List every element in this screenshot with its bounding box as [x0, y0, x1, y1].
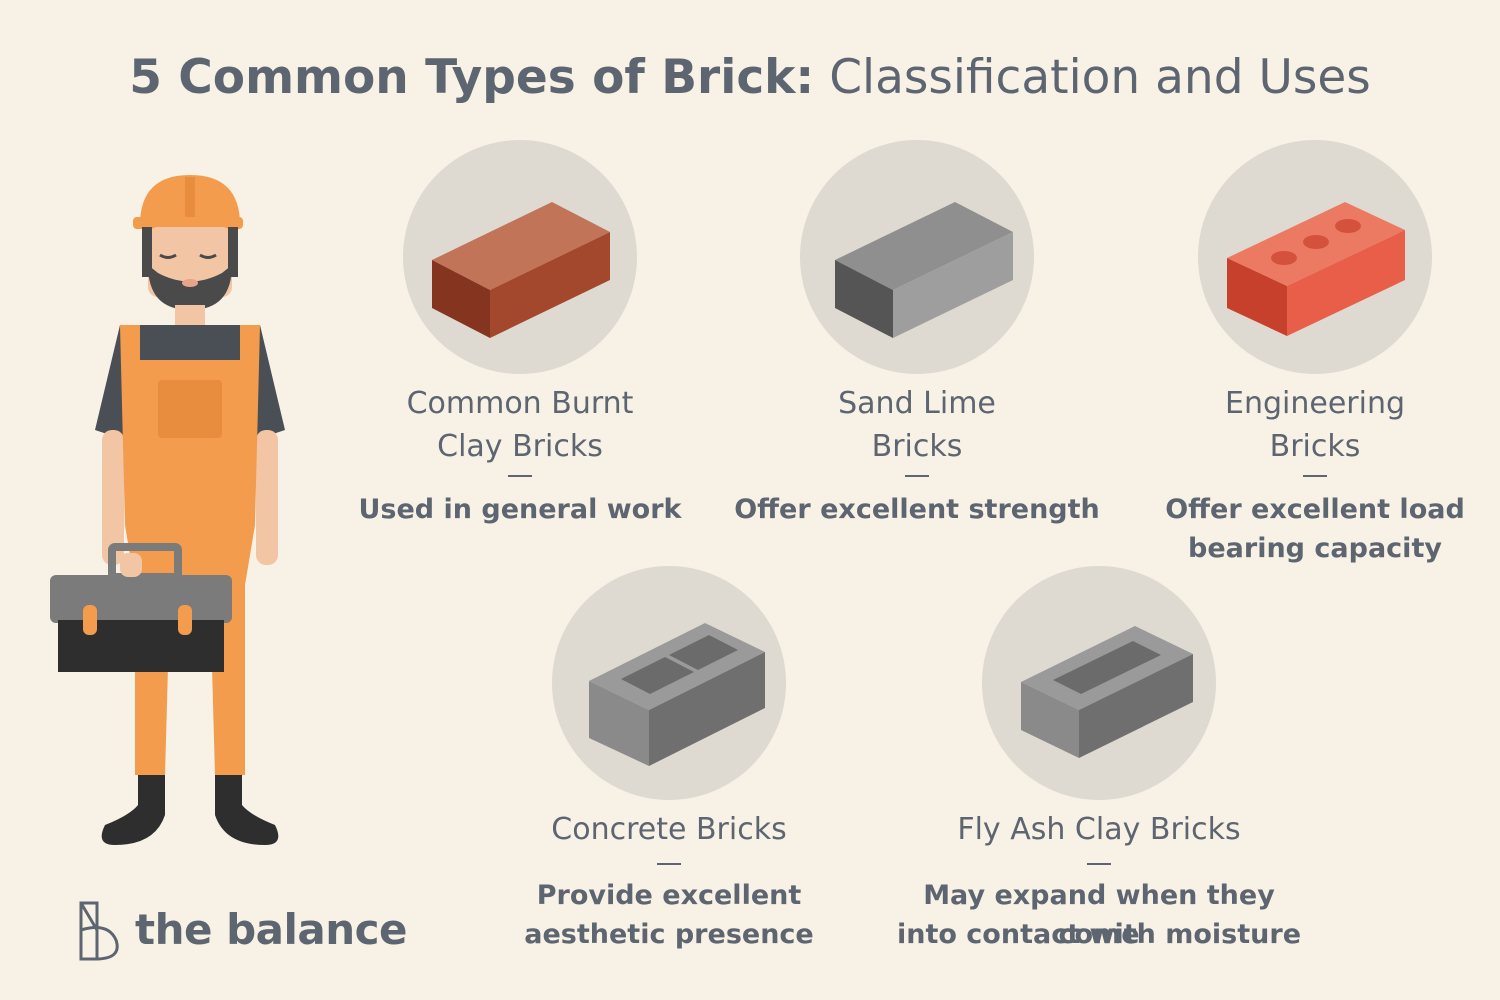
- brick-name-line2: Clay Bricks: [437, 429, 603, 464]
- brick-name-line2: Bricks: [871, 429, 963, 464]
- brick-name: Engineering: [1225, 386, 1405, 421]
- brick-use-line2: into contact with moisture: [896, 919, 1302, 950]
- brick-name: Fly Ash Clay Bricks: [957, 812, 1241, 847]
- brick-use-line2: bearing capacity: [1188, 533, 1442, 564]
- brick-name: Common Burnt: [406, 386, 634, 421]
- brick-use: Provide excellent: [536, 880, 802, 911]
- brick-name: Sand Lime: [838, 386, 996, 421]
- engineering-brick-icon: [1227, 202, 1405, 336]
- brick-card-clay: Common Burnt Clay Bricks Used in general…: [310, 140, 730, 540]
- brick-card-concrete: Concrete Bricks Provide excellent aesthe…: [459, 566, 879, 956]
- brick-card-sand-lime: Sand Lime Bricks Offer excellent strengt…: [707, 140, 1127, 540]
- sand-lime-brick-icon: [835, 202, 1013, 338]
- page-title: 5 Common Types of Brick: Classification …: [0, 50, 1500, 105]
- construction-worker-illustration: [50, 175, 285, 845]
- brick-card-engineering: Engineering Bricks Offer excellent load …: [1105, 140, 1500, 570]
- clay-brick-icon: [432, 202, 610, 338]
- title-bold: 5 Common Types of Brick:: [129, 50, 815, 105]
- the-balance-logo-icon: [79, 901, 119, 961]
- brick-use: Offer excellent load: [1165, 494, 1465, 525]
- brick-use-line2: aesthetic presence: [524, 919, 814, 950]
- brick-use: May expand when they come: [923, 880, 1275, 950]
- logo-text: the balance: [135, 905, 408, 954]
- concrete-block-icon: [589, 623, 765, 766]
- brick-use: Used in general work: [358, 494, 682, 525]
- divider-dash: [905, 475, 929, 477]
- fly-ash-brick-icon: [1021, 626, 1193, 758]
- divider-dash: [1087, 863, 1111, 865]
- divider-dash: [508, 475, 532, 477]
- brick-card-fly-ash: Fly Ash Clay Bricks May expand when they…: [889, 566, 1309, 956]
- divider-dash: [1303, 475, 1327, 477]
- title-light: Classification and Uses: [829, 50, 1371, 105]
- brick-use: Offer excellent strength: [734, 494, 1100, 525]
- brick-name: Concrete Bricks: [551, 812, 787, 847]
- brick-name-line2: Bricks: [1269, 429, 1361, 464]
- divider-dash: [657, 863, 681, 865]
